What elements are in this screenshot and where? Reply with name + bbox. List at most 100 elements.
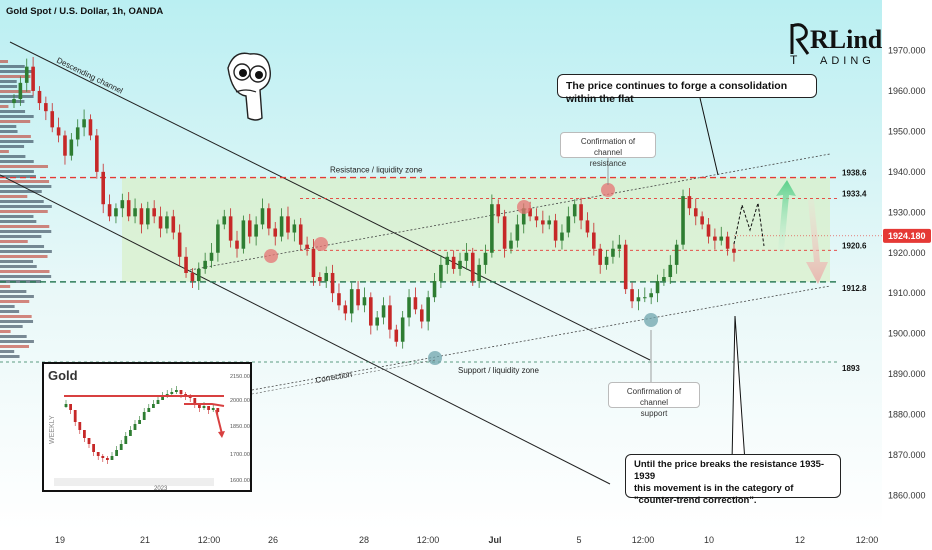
candle: [413, 287, 418, 315]
volume-profile-bar: [0, 155, 26, 158]
candle-body: [24, 66, 29, 83]
volume-profile-bar: [0, 75, 31, 78]
time-tick: 26: [268, 535, 278, 545]
svg-text:ADING: ADING: [820, 55, 875, 67]
candle-body: [126, 200, 131, 217]
candle-body: [674, 244, 679, 265]
inset-candle-body: [161, 396, 164, 400]
volume-profile-bar: [0, 265, 37, 268]
volume-profile-bar: [0, 135, 31, 138]
inset-candle-body: [106, 458, 109, 460]
candle: [222, 209, 227, 230]
price-tick: 1870.000: [888, 450, 926, 460]
candle: [515, 214, 520, 248]
candle-body: [451, 256, 456, 269]
candle: [700, 211, 704, 230]
price-tick: 1960.000: [888, 86, 926, 96]
candle-body: [177, 232, 182, 257]
inset-candle-body: [115, 450, 118, 456]
candle: [547, 215, 552, 230]
candle: [623, 239, 628, 295]
candle-body: [713, 236, 717, 241]
candle-body: [400, 317, 405, 342]
inset-candle-body: [73, 410, 77, 422]
volume-profile-bar: [0, 310, 20, 313]
candle: [732, 242, 736, 262]
candle-body: [623, 244, 628, 290]
candle: [655, 274, 660, 303]
time-tick: 5: [576, 535, 581, 545]
candle: [337, 283, 341, 311]
inset-candle-body: [142, 412, 146, 420]
time-tick: 19: [55, 535, 65, 545]
inset-candle-body: [147, 408, 151, 412]
price-tick: 1930.000: [888, 207, 926, 217]
candle-body: [139, 208, 144, 225]
candle: [177, 224, 182, 266]
candle-body: [101, 171, 106, 205]
candle: [349, 282, 354, 323]
candle: [114, 203, 118, 224]
candle-body: [439, 264, 443, 282]
up-scenario-arrow: [776, 180, 796, 250]
candle: [101, 163, 106, 214]
candle: [617, 234, 622, 258]
price-tick: 1860.000: [888, 490, 926, 500]
volume-profile-bar: [0, 90, 31, 93]
volume-profile-bar: [0, 245, 45, 248]
candle-body: [222, 216, 227, 225]
candle: [292, 219, 297, 242]
inset-candle-body: [133, 424, 137, 430]
candle: [216, 219, 220, 262]
volume-profile-bar: [0, 60, 8, 63]
candle-body: [477, 264, 481, 282]
candle-body: [235, 240, 239, 249]
candle: [687, 188, 692, 216]
candle-body: [330, 272, 335, 294]
price-tick: 1970.000: [888, 46, 926, 56]
candle-body: [133, 208, 137, 217]
candle: [662, 268, 666, 286]
candle: [165, 211, 169, 234]
inset-volume-strip: [54, 478, 214, 486]
volume-profile-bar: [0, 190, 42, 193]
candle-body: [190, 272, 195, 282]
candle-body: [732, 248, 736, 253]
volume-profile-bar: [0, 110, 26, 113]
volume-profile-bar: [0, 80, 17, 83]
candle-body: [381, 305, 386, 318]
candle-body: [579, 204, 583, 221]
candle: [451, 250, 456, 274]
inset-candle-body: [83, 430, 86, 438]
candle: [171, 209, 176, 240]
candle-body: [203, 260, 207, 269]
volume-profile-bar: [0, 235, 42, 238]
candle-body: [171, 216, 176, 233]
candle: [273, 222, 278, 246]
time-axis-bg: [0, 530, 932, 550]
candle: [649, 288, 653, 305]
candle: [75, 119, 80, 147]
candle: [203, 252, 207, 274]
volume-profile-bar: [0, 70, 34, 73]
callout-pointer: [699, 97, 719, 176]
volume-profile-bar: [0, 275, 52, 278]
candle: [541, 210, 545, 234]
time-tick: 28: [359, 535, 369, 545]
volume-profile-bar: [0, 350, 15, 353]
candle-body: [496, 204, 501, 217]
candle: [553, 213, 558, 248]
candle-body: [681, 196, 685, 245]
candle: [426, 290, 430, 331]
inset-candle-body: [152, 404, 155, 408]
candle-body: [298, 224, 303, 245]
inset-price-tick: 1700.00: [230, 452, 250, 458]
volume-profile-bar: [0, 160, 34, 163]
inset-price-tick: 2150.00: [230, 374, 250, 380]
candle: [63, 130, 67, 165]
candle-body: [592, 232, 596, 249]
time-tick: 21: [140, 535, 150, 545]
correction-channel-lower: [251, 285, 831, 391]
candle-body: [343, 305, 348, 314]
candle-body: [419, 309, 424, 322]
